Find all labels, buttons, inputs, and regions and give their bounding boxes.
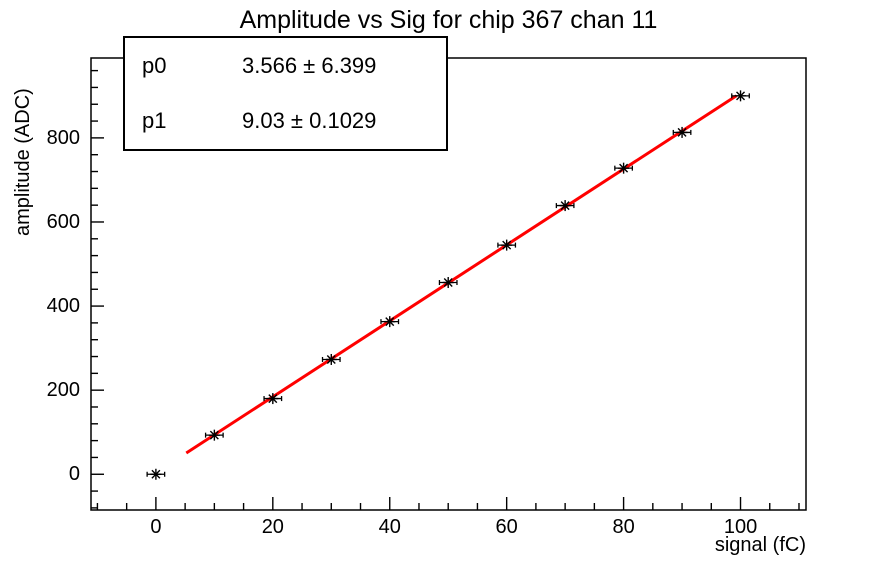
marker-ray (268, 394, 278, 404)
x-tick-label: 60 (495, 516, 518, 538)
stats-param-name: p1 (142, 108, 167, 134)
marker-ray (677, 127, 687, 137)
marker-ray (502, 240, 512, 250)
x-tick-label: 100 (723, 516, 758, 538)
y-tick-label: 200 (46, 379, 80, 402)
x-tick-label: 40 (378, 516, 401, 538)
stats-param-value: 3.566 ± 6.399 (242, 52, 377, 78)
data-point (438, 277, 458, 289)
x-tick-label: 20 (261, 516, 284, 538)
stats-row-p1: p1 9.03 ± 0.1029 (125, 94, 446, 150)
x-axis-title: signal (fC) (714, 534, 806, 556)
data-point (614, 162, 634, 174)
data-point (555, 200, 575, 212)
y-tick-label: 800 (46, 126, 80, 149)
marker-ray (326, 354, 336, 364)
marker-ray (560, 201, 570, 211)
x-tick-label: 80 (612, 516, 635, 538)
stats-param-name: p0 (142, 52, 167, 78)
stats-param-value: 9.03 ± 0.1029 (242, 108, 377, 134)
marker-ray (619, 163, 629, 173)
y-tick-label: 0 (68, 463, 80, 486)
data-point (497, 239, 517, 251)
y-tick-label: 400 (46, 295, 80, 318)
data-point (263, 393, 283, 405)
marker-ray (151, 469, 161, 479)
data-point (731, 90, 750, 102)
fit-stats-box: p0 3.566 ± 6.399 p1 9.03 ± 0.1029 (123, 36, 448, 151)
marker-ray (736, 91, 746, 101)
data-point (321, 353, 341, 365)
data-point (204, 429, 224, 441)
y-tick-label: 600 (46, 210, 80, 233)
stats-row-p0: p0 3.566 ± 6.399 (125, 38, 446, 94)
fit-line (185, 94, 738, 455)
data-point (380, 316, 400, 328)
data-point (146, 468, 166, 480)
marker-ray (443, 278, 453, 288)
marker-ray (209, 430, 219, 440)
data-point (672, 126, 692, 138)
x-tick-label: 0 (150, 516, 162, 538)
chart-title: Amplitude vs Sig for chip 367 chan 11 (239, 6, 658, 34)
marker-ray (385, 317, 395, 327)
